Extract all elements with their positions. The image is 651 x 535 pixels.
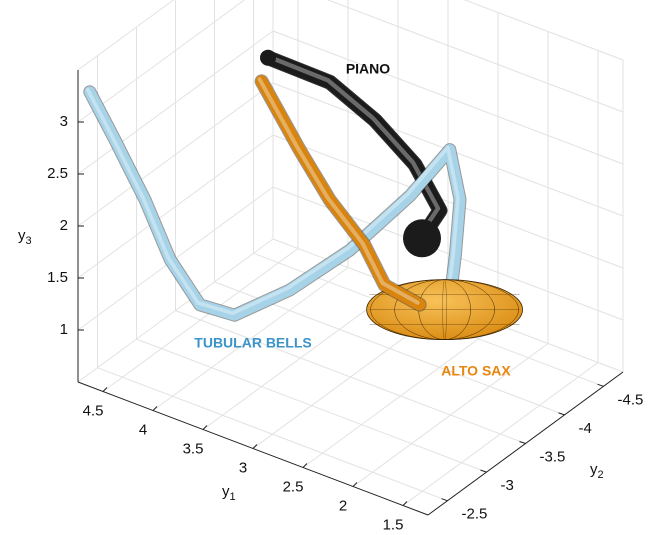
y-tick	[559, 413, 565, 415]
series-label: TUBULAR BELLS	[194, 335, 311, 351]
y-axis-label: y2	[590, 461, 604, 481]
y-tick-label: -3.5	[540, 448, 566, 465]
z-tick-label: 1	[60, 321, 68, 338]
y-tick	[598, 384, 604, 386]
grid: 1 1.5 2 2.5 3 4.5 4 3.5 3 2.5 2 1.5 -2.5 -3 -3.5 -4 -4.5	[47, 0, 643, 533]
z-tick-label: 3	[60, 113, 68, 130]
y-tick	[442, 499, 448, 501]
x-tick-label: 1.5	[383, 516, 404, 533]
x-tick-label: 4.5	[83, 402, 104, 419]
series-label: PIANO	[346, 61, 390, 77]
x-tick-label: 2.5	[283, 478, 304, 495]
y-tick-label: -3	[501, 477, 514, 494]
z-axis-label: y3	[18, 227, 32, 247]
x-tick-label: 3	[239, 459, 247, 476]
y-tick-label: -4	[579, 420, 592, 437]
tube-end	[403, 219, 441, 257]
tube-start	[260, 50, 276, 66]
y-tick-label: -4.5	[618, 391, 644, 408]
z-tick-label: 1.5	[47, 269, 68, 286]
tube	[262, 81, 420, 304]
x-tick-label: 4	[139, 421, 147, 438]
z-tick-label: 2	[60, 217, 68, 234]
z-tick-label: 2.5	[47, 165, 68, 182]
x-tick-label: 2	[339, 497, 347, 514]
x-axis-label: y1	[222, 483, 236, 503]
chart: 1 1.5 2 2.5 3 4.5 4 3.5 3 2.5 2 1.5 -2.5 -3 -3.5 -4 -4.5…	[0, 0, 651, 535]
grid-line	[98, 368, 448, 501]
y-tick-label: -2.5	[462, 506, 488, 523]
x-tick-label: 3.5	[183, 440, 204, 457]
marks	[88, 50, 523, 340]
y-tick	[481, 470, 487, 472]
series-label: ALTO SAX	[441, 363, 511, 379]
y-tick	[520, 442, 526, 444]
